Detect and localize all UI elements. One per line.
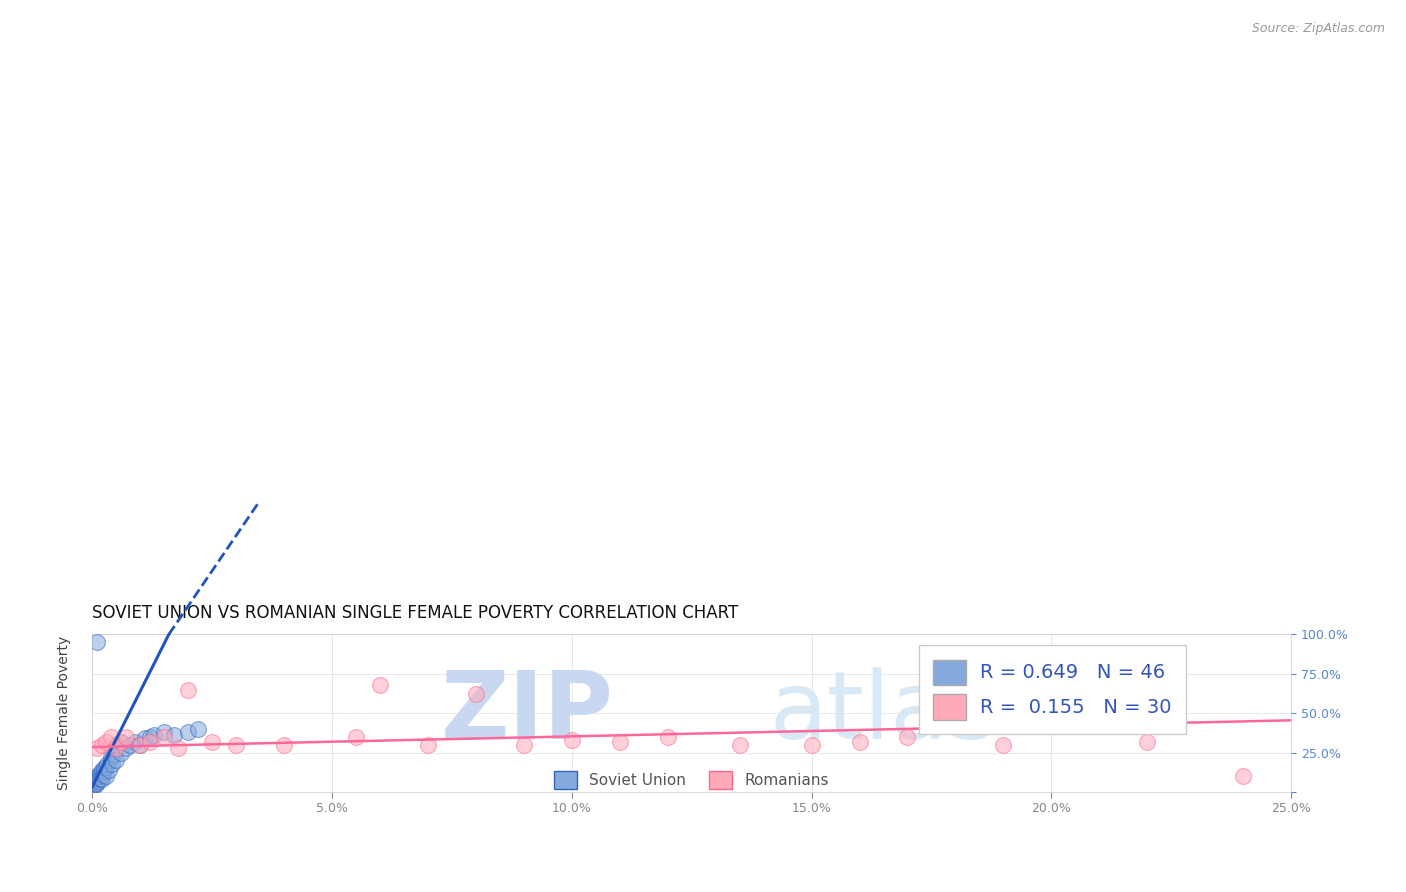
Point [96,734,118,748]
Point [86,769,108,783]
Point [110,746,132,760]
Point [114,730,136,744]
Point [105,754,128,768]
Point [100,754,122,768]
Point [110,734,132,748]
Point [561,733,583,747]
Point [368,678,391,692]
Point [110,734,132,748]
Point [89,771,111,785]
Point [83,779,105,793]
Point [464,687,486,701]
Point [90,772,112,787]
Point [100,750,122,764]
Point [993,738,1015,752]
Point [129,738,152,752]
Point [96,756,118,771]
Point [105,738,128,752]
Point [344,730,367,744]
Point [90,766,112,780]
Legend: Soviet Union, Romanians: Soviet Union, Romanians [548,764,835,796]
Point [83,775,105,789]
Point [96,760,118,774]
Point [86,777,108,791]
Point [91,767,114,781]
Point [90,738,112,752]
Point [512,738,534,752]
Point [86,740,108,755]
Point [100,730,122,744]
Text: SOVIET UNION VS ROMANIAN SINGLE FEMALE POVERTY CORRELATION CHART: SOVIET UNION VS ROMANIAN SINGLE FEMALE P… [91,604,738,622]
Point [800,738,823,752]
Point [84,777,107,791]
Point [87,772,110,787]
Point [162,728,184,742]
Point [1136,734,1159,748]
Point [201,734,224,748]
Point [225,738,247,752]
Point [143,728,166,742]
Point [89,766,111,780]
Point [101,756,124,771]
Point [167,740,190,755]
Point [129,738,152,752]
Point [87,773,110,788]
Y-axis label: Single Female Poverty: Single Female Poverty [58,636,72,790]
Point [105,740,128,755]
Point [86,775,108,789]
Point [848,734,870,748]
Point [153,725,176,739]
Text: ZIP: ZIP [441,667,613,759]
Point [86,772,108,787]
Text: atlas: atlas [769,667,998,759]
Point [609,734,631,748]
Point [728,738,751,752]
Point [138,730,160,744]
Point [1232,769,1254,783]
Point [97,763,120,777]
Point [120,738,142,752]
Point [84,773,107,788]
Point [82,777,104,791]
Point [134,731,156,746]
Point [177,682,200,697]
Point [86,635,108,649]
Point [90,763,112,777]
Point [103,747,125,761]
Point [114,740,136,755]
Point [89,769,111,783]
Point [896,730,918,744]
Point [93,764,115,779]
Point [187,722,209,736]
Point [124,734,146,748]
Point [96,769,118,783]
Point [153,730,176,744]
Point [87,771,110,785]
Point [93,761,115,775]
Point [177,725,200,739]
Point [138,734,160,748]
Point [273,738,295,752]
Point [657,730,679,744]
Point [416,738,439,752]
Point [90,769,112,783]
Text: Source: ZipAtlas.com: Source: ZipAtlas.com [1251,22,1385,36]
